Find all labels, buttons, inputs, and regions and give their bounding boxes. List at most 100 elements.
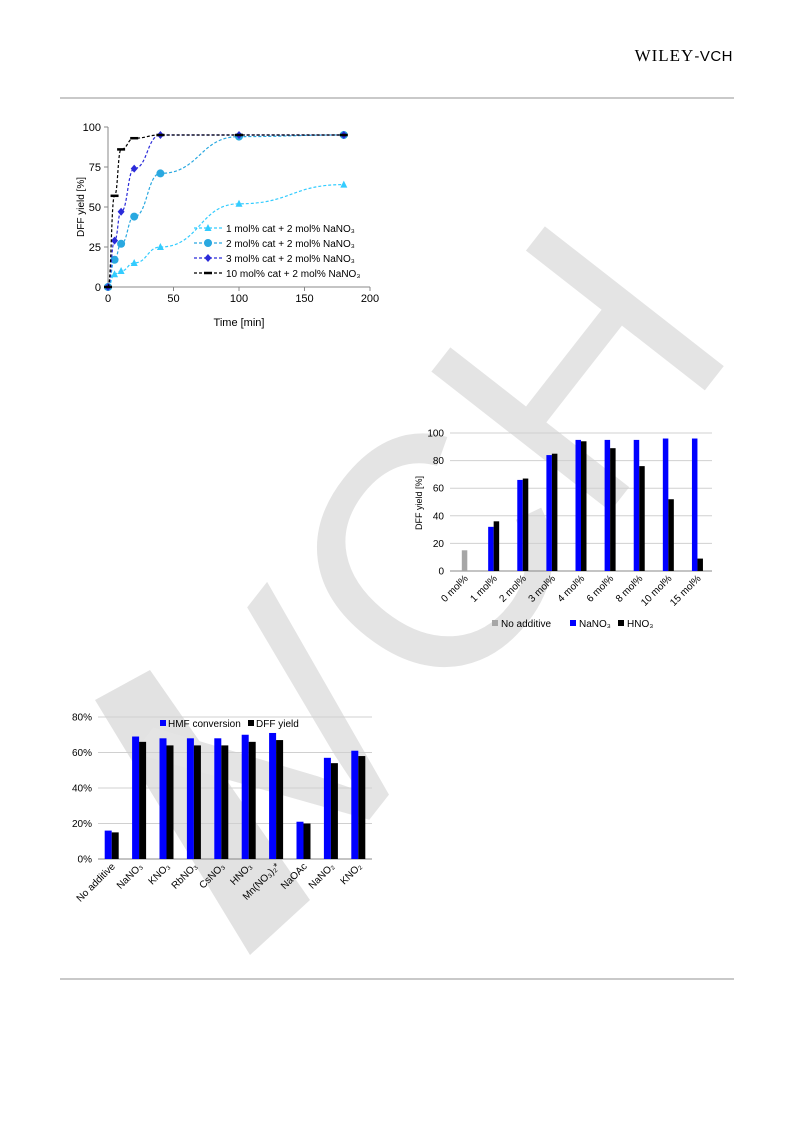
chart3-y-tick-label: 60% xyxy=(72,748,92,759)
chart3-bar xyxy=(104,830,112,859)
chart1-legend-label: 2 mol% cat + 2 mol% NaNO₃ xyxy=(226,239,355,250)
chart2-bar xyxy=(581,441,587,571)
chart2-x-tick-label: 4 mol% xyxy=(556,573,587,604)
publisher-logo: WILEY-VCH xyxy=(635,46,733,66)
chart2-legend-label: No additive xyxy=(501,619,551,630)
chart2-y-tick-label: 100 xyxy=(427,429,444,440)
chart3-bar xyxy=(166,745,174,859)
chart3-bar xyxy=(276,740,284,859)
chart2-legend: No additive NaNO₃ HNO₃ xyxy=(492,619,653,630)
chart3-x-tick-label: KNO₃ xyxy=(147,861,173,887)
chart3-bar xyxy=(351,750,359,859)
chart2-x-tick-label: 2 mol% xyxy=(498,573,529,604)
chart2-x-tick-label: 1 mol% xyxy=(468,573,499,604)
chart3-x-tick-label: RbNO₃ xyxy=(170,861,200,891)
chart2-bar xyxy=(461,550,468,571)
chart1-point xyxy=(110,255,119,264)
chart2-bar xyxy=(546,455,552,571)
chart1-point xyxy=(117,239,126,248)
chart3-legend: HMF conversion DFF yield xyxy=(160,719,299,730)
chart1-x-tick-label: 50 xyxy=(167,293,179,305)
chart2-x-tick-label: 6 mol% xyxy=(585,573,616,604)
chart2-bar xyxy=(604,439,611,571)
chart2-bar xyxy=(697,558,703,571)
chart1-point xyxy=(111,236,119,245)
chart1-legend-label: 1 mol% cat + 2 mol% NaNO₃ xyxy=(226,224,355,235)
chart1-x-tick-label: 200 xyxy=(361,293,379,305)
chart1-point xyxy=(340,180,348,188)
chart1-point xyxy=(204,254,212,262)
chart1-y-tick-label: 25 xyxy=(89,242,101,254)
chart2-y-tick-label: 40 xyxy=(433,511,445,522)
chart3-legend-label: DFF yield xyxy=(256,719,299,730)
chart3-x-tick-label: NaNO₂ xyxy=(307,861,337,891)
chart2-bar xyxy=(610,448,616,571)
chart1-x-tick-label: 0 xyxy=(105,293,111,305)
chart1-y-tick-label: 75 xyxy=(89,162,101,174)
chart3-bar xyxy=(221,745,229,859)
chart2-bar xyxy=(517,479,523,571)
chart2-bar xyxy=(668,499,674,571)
publisher-main: WILEY xyxy=(634,46,695,65)
chart2-bar xyxy=(488,526,494,571)
chart2-bar xyxy=(662,438,669,571)
chart1-x-axis-label: Time [min] xyxy=(214,317,265,329)
chart1-point xyxy=(130,164,138,173)
chart3-bar xyxy=(132,736,140,859)
chart1-point xyxy=(117,207,125,216)
chart3-bar xyxy=(269,732,277,859)
chart2-legend-swatch xyxy=(618,620,624,626)
chart2-x-tick-label: 15 mol% xyxy=(668,573,703,608)
chart3-legend-swatch xyxy=(160,720,166,726)
header-rule xyxy=(60,97,734,99)
chart2-bar xyxy=(493,521,500,571)
chart1-point xyxy=(235,199,243,207)
chart2-x-ticks: 0 mol%1 mol%2 mol%3 mol%4 mol%6 mol%8 mo… xyxy=(439,573,703,608)
chart2-bar xyxy=(691,438,698,571)
chart3-bar xyxy=(139,741,147,859)
chart3-y-tick-label: 80% xyxy=(72,713,92,724)
chart1-legend: 1 mol% cat + 2 mol% NaNO₃ 2 mol% cat + 2 … xyxy=(194,224,360,280)
chart1-x-tick-label: 100 xyxy=(230,293,248,305)
chart1-legend-label: 3 mol% cat + 2 mol% NaNO₃ xyxy=(226,254,355,265)
chart2-y-tick-label: 0 xyxy=(438,567,444,578)
chart3-x-tick-label: CsNO₃ xyxy=(198,861,228,891)
chart3-bar xyxy=(159,738,167,859)
chart3-bar xyxy=(303,823,311,859)
chart3-y-tick-label: 0% xyxy=(78,855,93,866)
chart3-bar xyxy=(248,741,256,859)
chart2-y-tick-label: 80 xyxy=(433,456,445,467)
chart2-y-tick-label: 60 xyxy=(433,484,445,495)
chart1-point xyxy=(204,224,212,231)
chart2-bar xyxy=(575,439,581,571)
chart1-y-axis-label: DFF yield [%] xyxy=(76,177,87,237)
chart1-y-tick-label: 100 xyxy=(83,122,101,134)
chart1-y-tick-label: 0 xyxy=(95,282,101,294)
chart1-point xyxy=(156,243,164,250)
chart1-point xyxy=(117,267,125,274)
chart2-legend-swatch xyxy=(570,620,576,626)
chart3-bar xyxy=(186,738,194,859)
chart1-point xyxy=(130,259,138,266)
chart1-series-line xyxy=(107,134,344,288)
chart3-bar xyxy=(214,738,222,859)
chart2-bar xyxy=(633,439,640,571)
chart1-y-tick-label: 50 xyxy=(89,202,101,214)
chart3-x-tick-label: NaNO₃ xyxy=(115,861,145,891)
chart3-y-tick-label: 40% xyxy=(72,784,92,795)
chart3-bar xyxy=(323,757,331,859)
chart3-bars xyxy=(104,732,366,859)
chart3-y-tick-label: 20% xyxy=(72,819,92,830)
chart2-x-tick-label: 10 mol% xyxy=(639,573,674,608)
chart2-legend-label: NaNO₃ xyxy=(579,619,611,630)
chart3-bar xyxy=(358,756,366,859)
chart3-bar xyxy=(111,832,119,859)
chart2-legend-swatch xyxy=(492,620,498,626)
chart3-bar xyxy=(296,821,304,859)
chart2-bar xyxy=(522,478,529,571)
chart1-point xyxy=(111,270,119,278)
time-course-chart: 0 50 100 150 200 0 25 50 75 100 1 mol% cat + 2 mo… xyxy=(76,122,379,329)
chart3-x-tick-label: No additive xyxy=(75,861,118,904)
chart2-bars xyxy=(461,438,703,571)
